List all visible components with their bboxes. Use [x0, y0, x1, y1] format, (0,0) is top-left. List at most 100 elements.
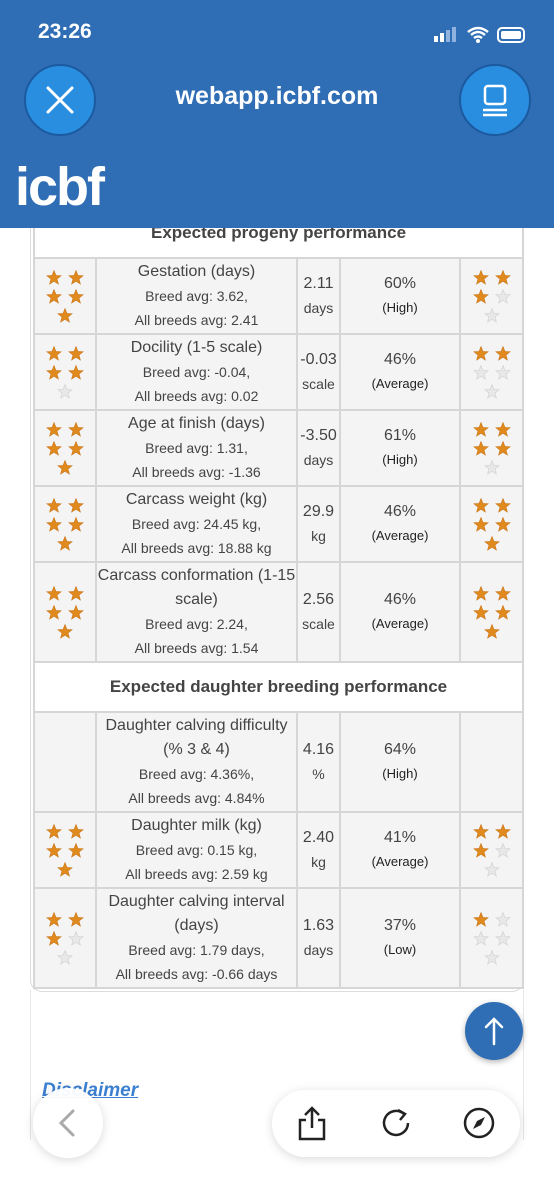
- share-button[interactable]: [294, 1104, 330, 1142]
- trait-name: Gestation (days): [137, 263, 256, 280]
- value-cell: 2.11 days: [296, 257, 341, 335]
- trait-row: Daughter milk (kg) Breed avg: 0.15 kg, All…: [33, 811, 525, 889]
- trait-row: Age at finish (days) Breed avg: 1.31, All …: [33, 409, 525, 487]
- star-cell: [458, 711, 525, 813]
- breed-avg: Breed avg: 4.36%,: [138, 766, 255, 782]
- all-breeds-avg: All breeds avg: 4.84%: [128, 790, 265, 806]
- close-icon: [46, 86, 74, 114]
- browser-header: 23:26 webapp.icbf.com icbf: [0, 0, 554, 228]
- reliability-label: (Low): [383, 942, 417, 957]
- star: [68, 421, 84, 437]
- menu-button[interactable]: [459, 64, 531, 136]
- star-cell: [458, 257, 525, 335]
- star: [483, 307, 500, 323]
- star: [46, 364, 62, 380]
- trait-cell: Daughter milk (kg) Breed avg: 0.15 kg, All…: [95, 811, 298, 889]
- star: [68, 930, 84, 946]
- star: [68, 516, 84, 532]
- star: [68, 440, 84, 456]
- reliability-cell: 60% (High): [339, 257, 461, 335]
- reliability-cell: 46% (Average): [339, 561, 461, 663]
- star: [46, 269, 62, 285]
- star: [472, 421, 489, 437]
- reliability-label: (Average): [371, 616, 429, 631]
- star: [46, 585, 62, 601]
- value: 1.63: [302, 917, 335, 934]
- close-button[interactable]: [24, 64, 96, 136]
- star: [494, 497, 511, 513]
- star-rating: [469, 823, 515, 877]
- breed-avg: Breed avg: 1.79 days,: [128, 942, 265, 958]
- star: [57, 623, 73, 639]
- star: [472, 823, 489, 839]
- star: [494, 364, 511, 380]
- trait-row: Gestation (days) Breed avg: 3.62, All bree…: [33, 257, 525, 335]
- all-breeds-avg: All breeds avg: 18.88 kg: [121, 540, 272, 556]
- scroll-top-button[interactable]: [465, 1002, 523, 1060]
- star: [57, 535, 73, 551]
- breed-avg: Breed avg: 2.24,: [145, 616, 248, 632]
- reliability-cell: 41% (Average): [339, 811, 461, 889]
- arrow-up-icon: [484, 1017, 504, 1046]
- reliability-label: (High): [382, 452, 418, 467]
- star: [46, 440, 62, 456]
- star: [483, 383, 500, 399]
- star-cell: [33, 887, 97, 989]
- reliability-label: (Average): [371, 854, 429, 869]
- star: [57, 383, 73, 399]
- url-text[interactable]: webapp.icbf.com: [175, 82, 379, 110]
- unit: scale: [302, 376, 335, 392]
- performance-table: Expected progeny performance Gestation (d…: [32, 207, 525, 989]
- menu-icon: [483, 84, 507, 117]
- reliability-label: (High): [382, 766, 418, 781]
- reload-button[interactable]: [378, 1105, 414, 1141]
- star: [472, 345, 489, 361]
- section-title: Expected daughter breeding performance: [32, 661, 525, 713]
- value-cell: 29.9 kg: [296, 485, 341, 563]
- reliability-cell: 46% (Average): [339, 485, 461, 563]
- star: [472, 288, 489, 304]
- logo[interactable]: icbf: [15, 157, 105, 217]
- unit: scale: [302, 616, 335, 632]
- trait-name: Carcass conformation (1-15 scale): [97, 567, 296, 608]
- star-cell: [33, 811, 97, 889]
- value: 2.40: [302, 829, 335, 846]
- star: [46, 604, 62, 620]
- star: [483, 623, 500, 639]
- trait-row: Carcass conformation (1-15 scale) Breed a…: [33, 561, 525, 663]
- star-cell: [458, 485, 525, 563]
- breed-avg: Breed avg: 3.62,: [145, 288, 248, 304]
- star: [472, 585, 489, 601]
- toolbar: [272, 1090, 520, 1157]
- star: [494, 930, 511, 946]
- trait-name: Daughter calving interval (days): [108, 893, 285, 934]
- trait-cell: Age at finish (days) Breed avg: 1.31, All …: [95, 409, 298, 487]
- back-button[interactable]: [33, 1088, 103, 1158]
- value-cell: -0.03 scale: [296, 333, 341, 411]
- star: [46, 421, 62, 437]
- value-cell: -3.50 days: [296, 409, 341, 487]
- star: [57, 307, 73, 323]
- star: [472, 440, 489, 456]
- star-rating: [469, 911, 515, 965]
- content-frame: [30, 990, 524, 1140]
- compass-button[interactable]: [461, 1105, 497, 1141]
- star: [472, 497, 489, 513]
- star: [68, 345, 84, 361]
- star: [483, 949, 500, 965]
- all-breeds-avg: All breeds avg: 2.41: [134, 312, 259, 328]
- star: [494, 604, 511, 620]
- breed-avg: Breed avg: 1.31,: [145, 440, 248, 456]
- reliability: 61%: [383, 427, 417, 444]
- star: [472, 604, 489, 620]
- star: [472, 269, 489, 285]
- star-rating: [469, 345, 515, 399]
- unit: kg: [311, 528, 326, 544]
- back-icon: [58, 1109, 75, 1137]
- star: [68, 842, 84, 858]
- star: [494, 269, 511, 285]
- trait-row: Carcass weight (kg) Breed avg: 24.45 kg, A…: [33, 485, 525, 563]
- star-rating: [42, 269, 88, 323]
- star-rating: [42, 345, 88, 399]
- star-cell: [33, 711, 97, 813]
